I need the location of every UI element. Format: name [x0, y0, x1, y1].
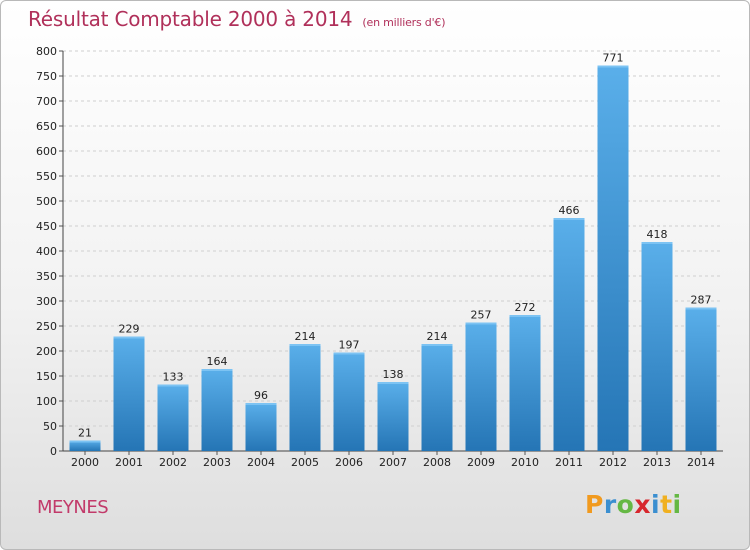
bar	[553, 218, 585, 451]
data-label: 138	[383, 368, 404, 381]
data-label: 96	[254, 389, 268, 402]
bars	[69, 65, 717, 451]
y-tick-label: 750	[36, 70, 57, 83]
data-label: 214	[427, 330, 448, 343]
x-tick-label: 2006	[335, 456, 363, 469]
y-tick-label: 0	[50, 445, 57, 458]
bar-top-edge	[421, 344, 453, 346]
proxiti-logo: Proxiti	[585, 490, 682, 519]
y-tick-label: 350	[36, 270, 57, 283]
x-tick-label: 2013	[643, 456, 671, 469]
bar-top-edge	[201, 369, 233, 371]
x-tick-label: 2003	[203, 456, 231, 469]
bar	[641, 242, 673, 451]
data-label: 418	[647, 228, 668, 241]
x-tick-label: 2008	[423, 456, 451, 469]
bar-top-edge	[465, 322, 497, 325]
y-tick-label: 600	[36, 145, 57, 158]
bar-top-edge	[245, 403, 277, 405]
bar-top-edge	[641, 242, 673, 244]
logo-letter: i	[672, 490, 682, 519]
y-tick-label: 800	[36, 45, 57, 58]
chart-title-text: Résultat Comptable 2000 à 2014	[28, 7, 353, 31]
bar	[157, 384, 189, 451]
city-name: MEYNES	[37, 497, 109, 518]
data-label: 197	[339, 339, 360, 352]
logo-letter: o	[616, 490, 635, 519]
y-tick-label: 500	[36, 195, 57, 208]
logo-letter: x	[634, 490, 651, 519]
y-tick-label: 150	[36, 370, 57, 383]
y-tick-label: 550	[36, 170, 57, 183]
y-tick-label: 650	[36, 120, 57, 133]
bar-top-edge	[685, 307, 717, 310]
bar-top-edge	[553, 218, 585, 220]
data-labels: 21 229 133 164 96 214 197 138 214 257 272 466 771 418…	[78, 52, 712, 440]
chart-title: Résultat Comptable 2000 à 2014 (en millie…	[28, 7, 446, 31]
x-tick-label: 2000	[71, 456, 99, 469]
bar-top-edge	[157, 384, 189, 387]
logo-letter: P	[585, 490, 604, 519]
y-tick-label: 50	[43, 420, 57, 433]
data-label: 214	[295, 330, 316, 343]
x-tick-label: 2005	[291, 456, 319, 469]
bar-top-edge	[113, 336, 145, 339]
bar	[289, 344, 321, 451]
bar	[509, 315, 541, 451]
data-label: 229	[119, 323, 140, 336]
bar-top-edge	[69, 440, 101, 443]
data-label: 133	[163, 371, 184, 384]
x-tick-label: 2009	[467, 456, 495, 469]
bar-top-edge	[289, 344, 321, 346]
logo-letter: r	[603, 490, 617, 519]
bar	[333, 352, 365, 451]
bar	[465, 322, 497, 451]
bar	[597, 65, 629, 451]
x-tick-label: 2004	[247, 456, 275, 469]
bar-top-edge	[377, 382, 409, 384]
bar-top-edge	[333, 352, 365, 355]
data-label: 771	[603, 52, 624, 65]
logo-letter: t	[660, 490, 673, 519]
bar	[245, 403, 277, 451]
x-tick-label: 2010	[511, 456, 539, 469]
data-label: 466	[559, 204, 580, 217]
bar	[69, 440, 101, 451]
data-label: 272	[515, 301, 536, 314]
y-tick-label: 700	[36, 95, 57, 108]
bar-top-edge	[509, 315, 541, 317]
bar	[377, 382, 409, 451]
y-tick-label: 400	[36, 245, 57, 258]
x-tick-label: 2014	[687, 456, 715, 469]
bar	[421, 344, 453, 451]
x-tick-label: 2012	[599, 456, 627, 469]
y-tick-label: 100	[36, 395, 57, 408]
bar	[685, 307, 717, 451]
chart-subtitle: (en milliers d'€)	[362, 16, 446, 29]
bar	[113, 336, 145, 451]
y-tick-label: 450	[36, 220, 57, 233]
x-tick-label: 2011	[555, 456, 583, 469]
x-tick-label: 2001	[115, 456, 143, 469]
x-tick-label: 2002	[159, 456, 187, 469]
data-label: 164	[207, 355, 228, 368]
y-tick-label: 250	[36, 320, 57, 333]
data-label: 21	[78, 427, 92, 440]
x-tick-label: 2007	[379, 456, 407, 469]
data-label: 287	[691, 294, 712, 307]
bar-top-edge	[597, 65, 629, 68]
data-label: 257	[471, 309, 492, 322]
bar	[201, 369, 233, 451]
y-tick-label: 300	[36, 295, 57, 308]
logo-letter: i	[651, 490, 661, 519]
y-tick-label: 200	[36, 345, 57, 358]
